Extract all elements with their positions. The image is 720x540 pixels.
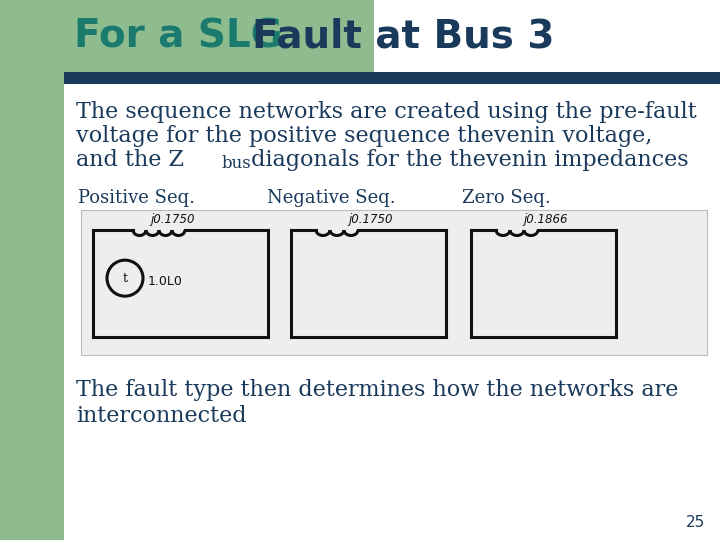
Text: The fault type then determines how the networks are: The fault type then determines how the n… xyxy=(76,379,678,401)
Text: diagonals for the thevenin impedances: diagonals for the thevenin impedances xyxy=(244,149,688,171)
Bar xyxy=(0,0,64,540)
Text: and the Z: and the Z xyxy=(76,149,184,171)
Bar xyxy=(64,84,720,540)
Text: voltage for the positive sequence thevenin voltage,: voltage for the positive sequence theven… xyxy=(76,125,652,147)
Text: interconnected: interconnected xyxy=(76,405,247,427)
Text: Fault at Bus 3: Fault at Bus 3 xyxy=(252,17,554,55)
Text: Positive Seq.: Positive Seq. xyxy=(78,189,194,207)
Text: t: t xyxy=(122,272,127,285)
Bar xyxy=(64,72,720,84)
Bar xyxy=(81,210,707,355)
Text: j0.1866: j0.1866 xyxy=(523,213,568,226)
Text: j0.1750: j0.1750 xyxy=(150,213,195,226)
Text: Zero Seq.: Zero Seq. xyxy=(462,189,550,207)
Text: j0.1750: j0.1750 xyxy=(348,213,393,226)
Text: Negative Seq.: Negative Seq. xyxy=(266,189,395,207)
Text: The sequence networks are created using the pre-fault: The sequence networks are created using … xyxy=(76,101,697,123)
Text: 25: 25 xyxy=(685,515,705,530)
Text: For a SLG: For a SLG xyxy=(74,17,296,55)
Text: bus: bus xyxy=(222,156,252,172)
Bar xyxy=(374,0,720,72)
Bar xyxy=(0,0,374,72)
Text: 1.0L0: 1.0L0 xyxy=(148,275,183,288)
